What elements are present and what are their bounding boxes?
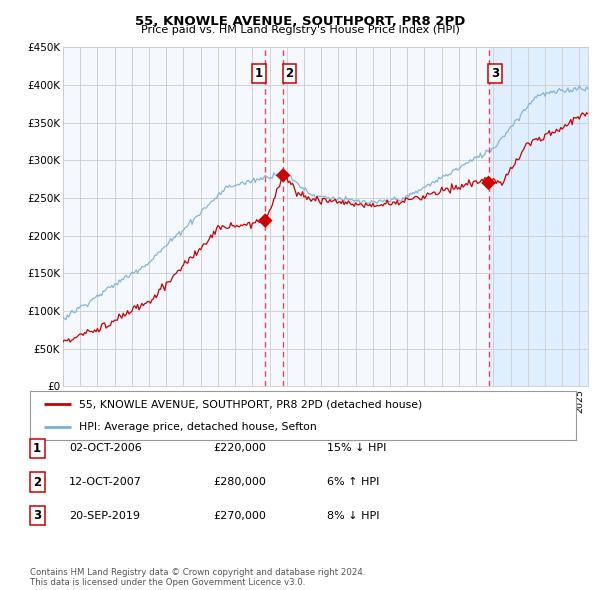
Text: HPI: Average price, detached house, Sefton: HPI: Average price, detached house, Seft… — [79, 422, 317, 432]
Text: £280,000: £280,000 — [213, 477, 266, 487]
Text: 20-SEP-2019: 20-SEP-2019 — [69, 511, 140, 520]
Text: 6% ↑ HPI: 6% ↑ HPI — [327, 477, 379, 487]
Text: Contains HM Land Registry data © Crown copyright and database right 2024.
This d: Contains HM Land Registry data © Crown c… — [30, 568, 365, 587]
Text: Price paid vs. HM Land Registry's House Price Index (HPI): Price paid vs. HM Land Registry's House … — [140, 25, 460, 35]
Bar — [488, 47, 588, 386]
Text: 55, KNOWLE AVENUE, SOUTHPORT, PR8 2PD: 55, KNOWLE AVENUE, SOUTHPORT, PR8 2PD — [135, 15, 465, 28]
Text: £220,000: £220,000 — [213, 444, 266, 453]
Text: 15% ↓ HPI: 15% ↓ HPI — [327, 444, 386, 453]
Text: 8% ↓ HPI: 8% ↓ HPI — [327, 511, 380, 520]
Text: 2: 2 — [33, 476, 41, 489]
Text: 12-OCT-2007: 12-OCT-2007 — [69, 477, 142, 487]
Point — [260, 216, 270, 225]
Text: 1: 1 — [33, 442, 41, 455]
Point — [484, 178, 493, 188]
Point — [278, 171, 288, 180]
Text: 3: 3 — [491, 67, 499, 80]
Text: 02-OCT-2006: 02-OCT-2006 — [69, 444, 142, 453]
Text: 3: 3 — [33, 509, 41, 522]
Text: 2: 2 — [285, 67, 293, 80]
Text: 55, KNOWLE AVENUE, SOUTHPORT, PR8 2PD (detached house): 55, KNOWLE AVENUE, SOUTHPORT, PR8 2PD (d… — [79, 399, 422, 409]
Text: 1: 1 — [255, 67, 263, 80]
Text: £270,000: £270,000 — [213, 511, 266, 520]
